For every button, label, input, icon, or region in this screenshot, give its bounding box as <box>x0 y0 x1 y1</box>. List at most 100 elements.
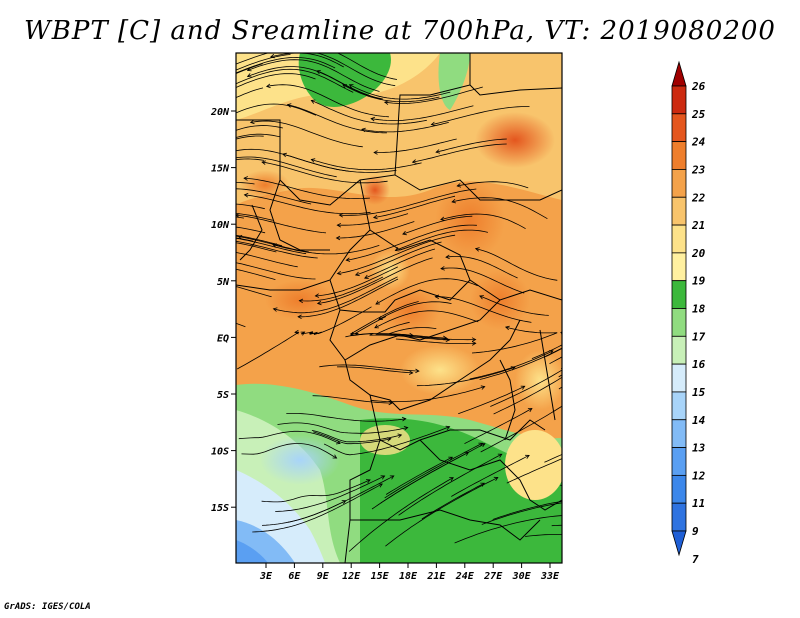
streamline <box>445 256 518 279</box>
streamline <box>560 484 562 487</box>
streamline <box>342 84 440 103</box>
streamline-arrow <box>150 228 154 232</box>
streamline-arrow <box>378 315 383 320</box>
streamline-arrow <box>480 385 486 390</box>
streamline-arrow <box>237 234 243 240</box>
streamline-arrow <box>365 479 371 484</box>
streamline-arrow <box>190 225 194 229</box>
streamline-arrow <box>261 160 266 165</box>
streamline-arrow <box>167 213 171 217</box>
streamline-arrow <box>345 257 351 262</box>
streamline <box>493 376 562 415</box>
streamline-arrow <box>576 451 580 455</box>
streamline <box>287 104 387 134</box>
streamline <box>479 347 562 380</box>
streamline-arrow <box>300 331 306 336</box>
streamline <box>558 386 562 390</box>
streamline-arrow <box>389 475 395 480</box>
streamline <box>544 453 562 463</box>
streamline-arrow <box>156 310 160 314</box>
wbpt-field-green-north <box>298 53 391 107</box>
streamline <box>236 235 239 237</box>
streamline <box>311 430 402 443</box>
streamline-arrow <box>165 91 169 95</box>
streamline <box>262 161 388 184</box>
streamline <box>312 395 393 404</box>
streamline-arrow <box>575 338 579 341</box>
streamline-arrow <box>198 212 202 216</box>
streamline-arrow <box>174 279 178 283</box>
streamline-arrow <box>435 149 441 154</box>
streamline <box>298 278 399 318</box>
streamline-arrow <box>228 64 232 68</box>
lon-tick-label: 21E <box>426 571 446 582</box>
streamline <box>236 214 327 234</box>
streamline-arrow <box>570 398 574 402</box>
streamline <box>370 386 485 403</box>
streamline <box>336 53 398 80</box>
streamline <box>236 156 337 178</box>
streamline <box>458 385 525 415</box>
streamline-arrow <box>408 370 414 375</box>
streamline <box>241 443 337 459</box>
streamline <box>247 59 380 92</box>
colorbar-swatch <box>671 391 687 421</box>
streamline-arrow <box>336 222 342 228</box>
streamline <box>492 500 562 520</box>
lon-tick-label: 18E <box>399 571 418 582</box>
colorbar-swatch <box>671 280 687 309</box>
streamline <box>431 106 530 125</box>
streamline-arrow <box>249 119 255 125</box>
streamline <box>336 366 413 374</box>
streamline-arrow <box>310 99 316 104</box>
streamline <box>525 534 562 537</box>
lon-tick-label: 6E <box>288 571 301 582</box>
colorbar-swatch <box>671 252 687 282</box>
streamline-arrow <box>401 416 407 422</box>
streamline-arrow <box>632 422 636 426</box>
streamline <box>373 195 456 218</box>
streamline <box>236 56 336 74</box>
streamline <box>416 366 515 387</box>
streamline-arrow <box>354 271 360 277</box>
streamline <box>464 408 533 444</box>
streamline-arrow <box>342 84 347 89</box>
streamline-arrow <box>440 216 445 221</box>
streamline-arrow <box>451 198 457 204</box>
streamline-arrow <box>471 337 477 342</box>
colorbar-level-label: 23 <box>691 163 706 176</box>
streamline-arrow <box>187 120 191 123</box>
page-title: WBPT [C] and Sreamline at 700hPa, VT: 20… <box>24 16 776 46</box>
country-boundaries <box>236 53 562 563</box>
streamline <box>273 244 380 255</box>
streamline-arrow <box>134 297 138 301</box>
streamline-arrow <box>580 331 584 335</box>
streamline <box>236 242 277 253</box>
streamline <box>346 224 477 261</box>
streamline-arrow <box>243 176 248 181</box>
colorbar-level-label: 20 <box>691 247 706 260</box>
streamline-arrow <box>373 150 378 155</box>
streamline-arrow <box>374 324 379 329</box>
streamline <box>236 286 272 298</box>
colorbar-swatch <box>671 141 687 170</box>
streamline <box>266 84 389 118</box>
streamline-arrow <box>294 329 299 335</box>
colorbar-level-label: 22 <box>691 191 706 204</box>
streamline <box>238 430 341 444</box>
streamline-arrow <box>579 499 583 503</box>
streamline <box>277 422 408 434</box>
streamline-arrow <box>415 368 420 374</box>
streamline-arrow <box>196 146 200 149</box>
streamline <box>375 278 478 305</box>
streamline-arrow <box>310 158 316 163</box>
streamline <box>475 248 558 281</box>
streamline-arrow <box>397 433 403 438</box>
streamline <box>313 431 391 445</box>
streamline <box>250 120 363 148</box>
streamline-arrow <box>265 83 271 89</box>
streamline <box>452 197 548 220</box>
streamline <box>374 138 457 153</box>
streamline <box>451 455 530 497</box>
streamline-arrow <box>445 337 451 343</box>
